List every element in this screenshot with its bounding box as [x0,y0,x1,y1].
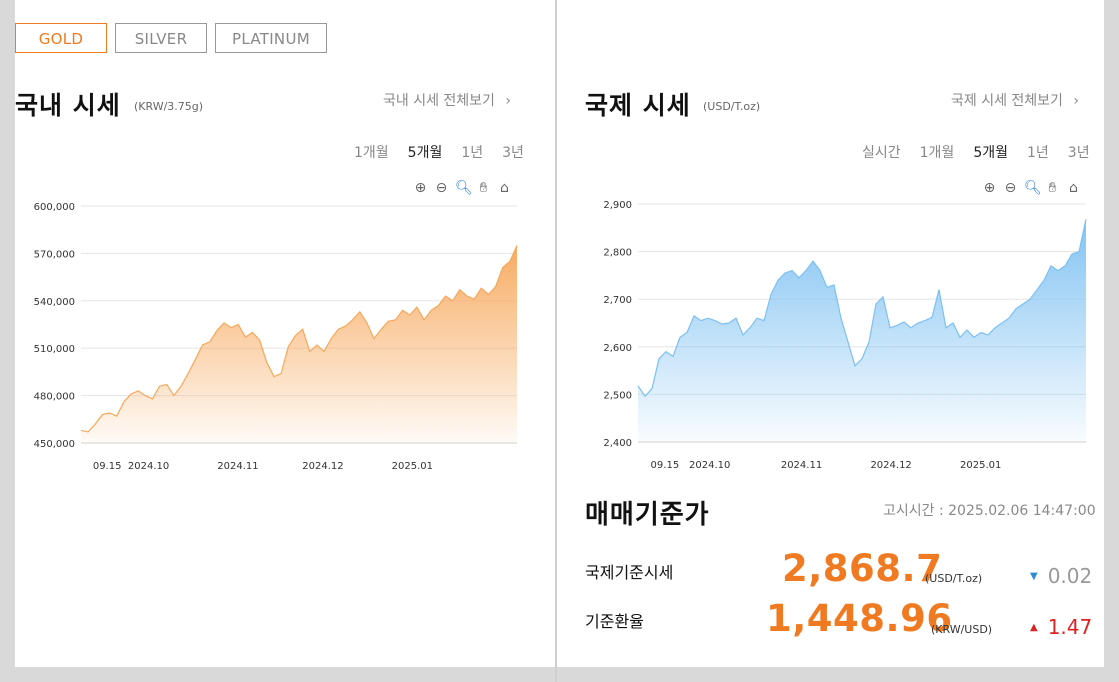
international-ytick-label: 2,800 [603,248,632,259]
international-xtick-label: 09.15 [651,460,680,471]
tab-gold[interactable]: GOLD [15,23,107,53]
zoom-in-icon[interactable]: ⊕ [414,180,427,196]
international-ytick-label: 2,400 [603,438,632,449]
chevron-right-icon: › [505,93,512,109]
domestic-unit: (KRW/3.75g) [134,100,204,113]
domestic-ytick-label: 570,000 [34,249,75,260]
exchange-rate-change: ▲ 1.47 [1030,615,1092,639]
domestic-period-1y[interactable]: 1년 [461,145,484,161]
triangle-up-icon: ▲ [1030,622,1038,633]
domestic-xtick-label: 2025.01 [392,461,433,472]
international-ytick-label: 2,500 [603,390,632,401]
international-more-label: 국제 시세 전체보기 [951,93,1063,109]
panel-divider [555,0,557,682]
domestic-xtick-label: 2024.12 [302,461,343,472]
triangle-down-icon: ▼ [1030,571,1038,582]
home-icon[interactable]: ⌂ [1069,180,1078,196]
international-unit: (USD/T.oz) [703,100,761,113]
zoom-out-icon[interactable]: ⊖ [1004,180,1017,196]
domestic-xtick-label: 09.15 [93,461,122,472]
international-chart[interactable]: 2,900 2,800 2,700 2,600 2,500 2,400 09.15 2024.… [585,190,1095,480]
domestic-ytick-label: 450,000 [34,439,75,450]
tab-silver[interactable]: SILVER [115,23,207,53]
international-ytick-label: 2,600 [603,343,632,354]
international-more-link[interactable]: 국제 시세 전체보기 › [951,90,1079,110]
domestic-chart-tools: ⊕ ⊖ 🔍︎ ✋︎ ⌂ [413,180,512,196]
domestic-ytick-label: 540,000 [34,297,75,308]
international-price-change-value: 0.02 [1047,564,1093,588]
domestic-period-5m[interactable]: 5개월 [407,145,443,161]
exchange-rate-value: 1,448.96 [766,597,953,640]
trade-title: 매매기준가 [585,500,710,530]
domestic-more-link[interactable]: 국내 시세 전체보기 › [383,90,511,110]
international-period-1y[interactable]: 1년 [1026,145,1049,161]
domestic-series-line [80,245,518,433]
magnifier-icon[interactable]: 🔍︎ [455,180,473,196]
international-period-realtime[interactable]: 실시간 [862,145,901,161]
chevron-right-icon: › [1073,93,1080,109]
domestic-period-selector: 1개월 5개월 1년 3년 [354,142,524,162]
international-price-change: ▼ 0.02 [1030,564,1092,588]
domestic-xtick-label: 2024.10 [128,461,169,472]
domestic-chart[interactable]: 600,000 570,000 540,000 510,000 480,000 450,0… [15,190,535,480]
domestic-period-3y[interactable]: 3년 [502,145,524,161]
international-period-1m[interactable]: 1개월 [919,145,955,161]
international-xtick-label: 2024.11 [781,460,822,471]
domestic-more-label: 국내 시세 전체보기 [383,93,495,109]
international-series-line [637,219,1087,398]
row-label-exchange-rate: 기준환율 [585,612,644,631]
international-price-value: 2,868.7 [782,547,943,590]
international-xtick-label: 2024.12 [870,460,911,471]
international-xtick-label: 2024.10 [689,460,730,471]
domestic-title: 국내 시세 [15,91,121,120]
international-period-3y[interactable]: 3년 [1067,145,1090,161]
international-period-5m[interactable]: 5개월 [973,145,1008,161]
domestic-area [81,245,517,443]
home-icon[interactable]: ⌂ [500,180,509,196]
notice-time: 고시시간 : 2025.02.06 14:47:00 [883,503,1096,519]
zoom-in-icon[interactable]: ⊕ [983,180,996,196]
domestic-ytick-label: 600,000 [34,202,75,213]
international-period-selector: 실시간 1개월 5개월 1년 3년 [862,142,1090,162]
domestic-ytick-label: 510,000 [34,344,75,355]
exchange-rate-change-value: 1.47 [1047,615,1093,639]
international-price-unit: (USD/T.oz) [925,572,983,585]
international-xtick-label: 2025.01 [960,460,1001,471]
metal-tabs: GOLD SILVER PLATINUM [15,23,327,53]
domestic-xtick-label: 2024.11 [217,461,258,472]
row-label-international-price: 국제기준시세 [585,563,674,582]
international-title: 국제 시세 [585,91,691,120]
international-ytick-label: 2,900 [603,200,632,211]
domestic-period-1m[interactable]: 1개월 [354,145,389,161]
magnifier-icon[interactable]: 🔍︎ [1024,180,1042,196]
international-ytick-label: 2,700 [603,295,632,306]
tab-platinum[interactable]: PLATINUM [215,23,327,53]
international-area [638,219,1086,442]
zoom-out-icon[interactable]: ⊖ [435,180,448,196]
pan-hand-icon[interactable]: ✋︎ [1048,180,1057,196]
international-chart-tools: ⊕ ⊖ 🔍︎ ✋︎ ⌂ [982,180,1081,196]
pan-hand-icon[interactable]: ✋︎ [479,180,488,196]
domestic-ytick-label: 480,000 [34,392,75,403]
exchange-rate-unit: (KRW/USD) [931,623,993,636]
